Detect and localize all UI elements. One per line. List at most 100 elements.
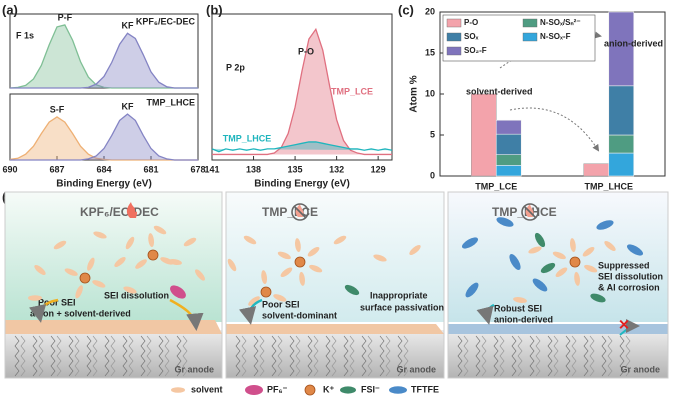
fsi-anion bbox=[340, 386, 356, 394]
x-tick-label: 681 bbox=[143, 164, 158, 174]
spectrum bbox=[9, 116, 198, 161]
solvent bbox=[604, 241, 616, 251]
graphite-layer bbox=[182, 335, 188, 377]
panel-border bbox=[447, 191, 669, 379]
prohibit-icon bbox=[291, 203, 309, 221]
graphite-layer bbox=[589, 335, 595, 377]
series-label: TMP_LCE bbox=[331, 86, 373, 96]
series-label: P-F bbox=[58, 12, 73, 22]
arrow bbox=[476, 303, 495, 325]
flame-icon bbox=[126, 202, 137, 218]
legend-label: K⁺ bbox=[323, 384, 334, 394]
solvent bbox=[183, 237, 197, 247]
legend-swatch bbox=[522, 18, 538, 28]
k-ion bbox=[260, 286, 272, 298]
panel-border bbox=[4, 191, 223, 379]
solvent bbox=[64, 268, 78, 276]
annotation: TMP_LHCE bbox=[146, 97, 195, 107]
solvent bbox=[555, 267, 568, 278]
x-tick-label: TMP_LCE bbox=[475, 181, 517, 191]
note: SEI dissolution bbox=[598, 271, 663, 281]
graphite-layer bbox=[403, 335, 409, 377]
graphite-layer bbox=[511, 335, 517, 377]
graphite-layer bbox=[565, 335, 571, 377]
prohibit-icon bbox=[293, 205, 307, 219]
graphite-layer bbox=[307, 335, 313, 377]
tftfe bbox=[389, 386, 407, 394]
y-axis-label: Atom % bbox=[409, 75, 420, 112]
solvent bbox=[280, 267, 293, 278]
graphite-layer bbox=[349, 335, 355, 377]
graphite-layer bbox=[529, 335, 535, 377]
prohibit-icon bbox=[521, 203, 539, 221]
graphite-layer bbox=[547, 335, 553, 377]
graphite-layer bbox=[50, 335, 56, 377]
solvent bbox=[34, 265, 46, 275]
electrolyte-region bbox=[5, 192, 222, 322]
pf6-anion bbox=[170, 285, 186, 299]
k-ion bbox=[304, 384, 316, 396]
graphite-layer bbox=[571, 335, 577, 377]
legend-label: solvent bbox=[191, 384, 223, 394]
legend-label: N-SOₓ-F bbox=[540, 32, 571, 41]
graphite-layer bbox=[56, 335, 62, 377]
arrow bbox=[509, 107, 600, 152]
graphite-layer bbox=[235, 335, 241, 377]
graphite-layer bbox=[14, 335, 20, 377]
panel-title: TMP_LHCE bbox=[492, 205, 557, 219]
pf6-anion bbox=[245, 385, 263, 395]
legend-box bbox=[442, 14, 596, 62]
legend-label: SOₓ bbox=[464, 32, 479, 41]
arrow bbox=[169, 298, 204, 331]
solvent bbox=[75, 285, 83, 299]
graphite-layer bbox=[92, 335, 98, 377]
spectrum bbox=[212, 27, 392, 156]
solvent bbox=[294, 238, 301, 253]
fsi-anion bbox=[590, 293, 606, 303]
panel-label: (b) bbox=[206, 2, 223, 17]
x-tick-label: 687 bbox=[49, 164, 64, 174]
tftfe bbox=[596, 220, 614, 230]
graphite-layer bbox=[313, 335, 319, 377]
solvent bbox=[528, 246, 542, 254]
graphite-layer bbox=[475, 335, 481, 377]
graphite-layer bbox=[601, 335, 607, 377]
graphite-layer bbox=[38, 335, 44, 377]
graphite-layer bbox=[122, 335, 128, 377]
tftfe bbox=[532, 278, 548, 292]
solvent bbox=[409, 245, 421, 255]
graphite-layer bbox=[176, 335, 182, 377]
graphite-layer bbox=[128, 335, 134, 377]
graphite-layer bbox=[331, 335, 337, 377]
x-tick-label: 135 bbox=[288, 164, 303, 174]
sei-label: solvent-dominant bbox=[262, 310, 337, 320]
annotation: P 2p bbox=[226, 62, 245, 72]
graphite-layer bbox=[289, 335, 295, 377]
bar-segment bbox=[608, 152, 635, 177]
panel-title: TMP_LCE bbox=[262, 205, 318, 219]
x-axis-label: Binding Energy (eV) bbox=[254, 179, 350, 190]
graphite-layer bbox=[295, 335, 301, 377]
graphite-layer bbox=[583, 335, 589, 377]
solvent bbox=[243, 235, 257, 245]
k-ion bbox=[569, 256, 581, 268]
graphite-layer bbox=[110, 335, 116, 377]
spectrum bbox=[10, 113, 198, 161]
solvent bbox=[92, 280, 106, 288]
x-tick-label: 141 bbox=[204, 164, 219, 174]
panel-label: (c) bbox=[398, 2, 414, 17]
electrolyte-region bbox=[226, 192, 444, 322]
solvent bbox=[584, 264, 598, 273]
solvent bbox=[28, 295, 42, 301]
anode-label: Gr anode bbox=[174, 364, 214, 374]
solvent bbox=[552, 251, 566, 260]
solvent bbox=[125, 236, 135, 250]
bar-segment bbox=[495, 119, 522, 135]
annotation: KPF₆/EC-DEC bbox=[136, 16, 196, 26]
solvent bbox=[171, 387, 185, 393]
sei-label: Robust SEI bbox=[494, 303, 542, 313]
graphite-layer bbox=[32, 335, 38, 377]
graphite-layer bbox=[158, 335, 164, 377]
graphite-layer bbox=[367, 335, 373, 377]
